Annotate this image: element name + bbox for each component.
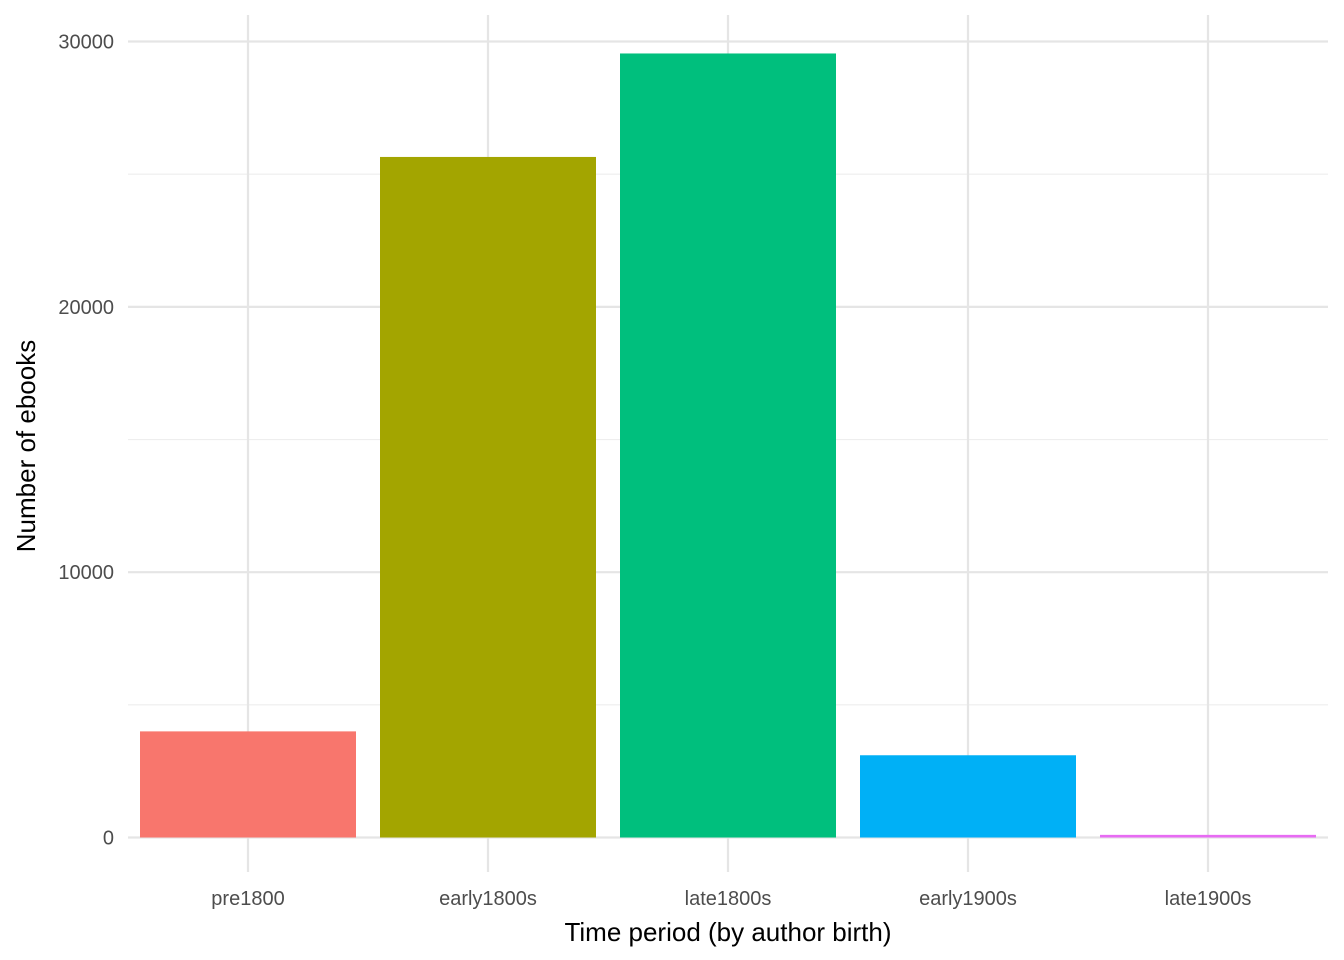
y-axis-title: Number of ebooks (11, 340, 41, 552)
bar-late1900s (1100, 834, 1316, 838)
bar-late1800s (620, 53, 836, 838)
bar-early1800s (380, 156, 596, 838)
x-tick-label: late1900s (1165, 888, 1252, 910)
y-tick-label: 10000 (58, 562, 114, 584)
y-axis-tick-labels: 0 10000 20000 30000 (58, 32, 114, 850)
bar-pre1800 (140, 731, 356, 838)
x-tick-label: pre1800 (211, 888, 284, 910)
x-tick-label: late1800s (685, 888, 772, 910)
y-tick-label: 0 (103, 828, 114, 850)
y-tick-label: 30000 (58, 32, 114, 54)
x-axis-title: Time period (by author birth) (564, 917, 891, 947)
x-axis-tick-labels: pre1800 early1800s late1800s early1900s late… (211, 888, 1251, 910)
x-tick-label: early1800s (439, 888, 537, 910)
y-tick-label: 20000 (58, 297, 114, 319)
bars (140, 53, 1316, 838)
bar-early1900s (860, 755, 1076, 838)
x-tick-label: early1900s (919, 888, 1017, 910)
